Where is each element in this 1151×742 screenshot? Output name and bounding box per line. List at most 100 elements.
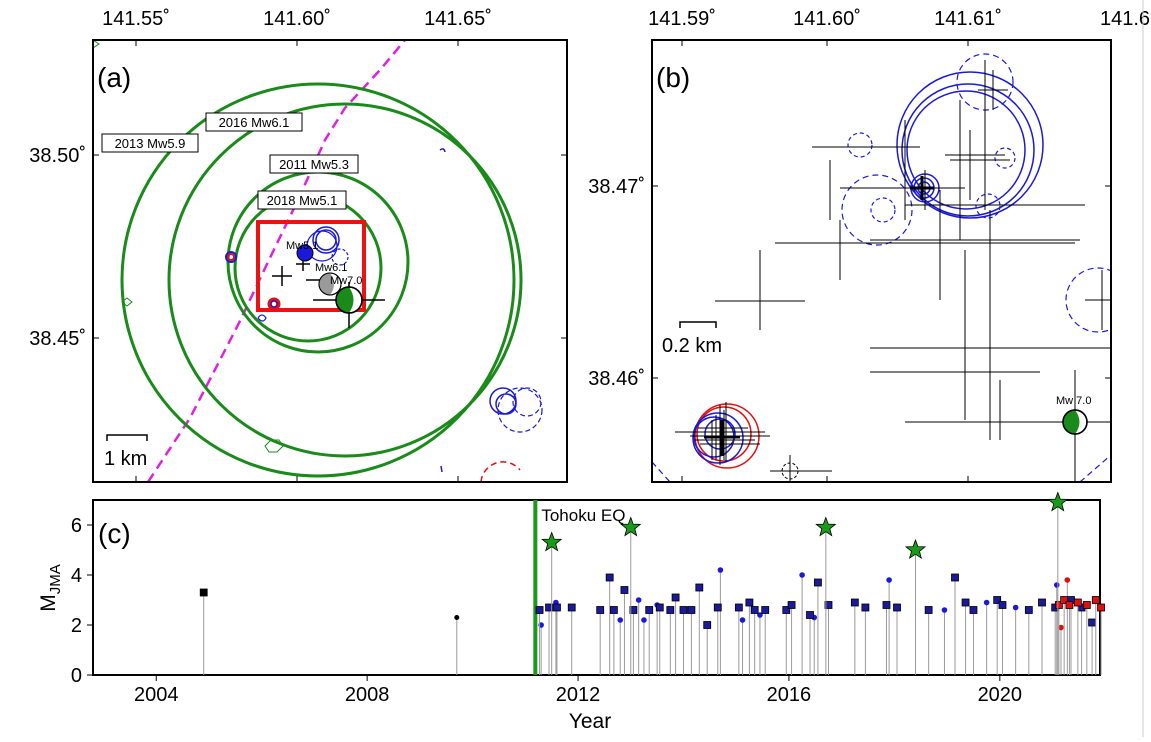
- coast-small: [257, 314, 267, 322]
- c-blue-square-17: [713, 603, 722, 612]
- c-star-3: [904, 538, 927, 560]
- repeater-red-small: [227, 253, 235, 261]
- repeater-east-2: [489, 387, 517, 415]
- c-xtick-label-1: 2008: [345, 684, 390, 706]
- c-blue-square-3: [567, 603, 576, 612]
- panel-a-label: (a): [97, 62, 131, 93]
- c-blue-point-12: [941, 607, 948, 613]
- panel-b-xtick-4: 141.62: [1100, 8, 1151, 30]
- c-star-4: [1047, 491, 1069, 512]
- panel-c: Tohoku EQ 2004 2008 2012 2016 2020 0 2 4 6 (c) Y…: [37, 491, 1105, 733]
- panel-b: 141.59˚ 141.60˚ 141.61˚ 141.62 38.47˚ 38…: [588, 0, 1151, 737]
- c-blue-square-7: [620, 586, 629, 594]
- c-blue-point-3: [635, 597, 642, 603]
- c-blue-square-8: [629, 606, 638, 614]
- c-blue-square-34: [969, 606, 978, 614]
- panel-a: 141.55˚ 141.60˚ 141.65˚ 38.50˚ 38.45˚ (a…: [29, 8, 568, 483]
- b-circle-dash-small: [847, 132, 873, 158]
- b-circle-dash-r: [994, 147, 1016, 169]
- mech-label-mw7-0: Mw7.0: [330, 275, 362, 287]
- repeater-blue-cluster: [312, 226, 340, 254]
- c-blue-square-18: [734, 603, 743, 612]
- panel-c-plot: Tohoku EQ: [199, 491, 1105, 675]
- b-beachball-mw7-0: [1062, 409, 1088, 435]
- c-blue-square-11: [666, 606, 675, 614]
- repeater-blue-cluster-2: [315, 229, 337, 251]
- c-black-point-0: [454, 615, 460, 620]
- mech-label-mw6-1: Mw6.1: [315, 262, 347, 274]
- beachball-mw7-0: [335, 286, 363, 314]
- panel-c-label: (c): [98, 518, 131, 549]
- c-blue-point-6: [717, 567, 724, 573]
- c-star-0: [541, 531, 563, 552]
- island-3: [93, 40, 100, 49]
- c-blue-square-5: [605, 573, 614, 582]
- b-circle-big-2: [901, 83, 1035, 217]
- repeater-east-3: [497, 387, 543, 433]
- b-circle-dash-east: [1065, 267, 1111, 333]
- c-blue-square-26: [824, 601, 833, 609]
- c-blue-square-29: [882, 601, 891, 609]
- c-blue-square-33: [961, 598, 970, 607]
- panel-c-axes: 2004 2008 2012 2016 2020 0 2 4 6: [71, 515, 1022, 706]
- zoom-box: [256, 220, 366, 312]
- c-xtick-label-2: 2012: [556, 684, 601, 706]
- c-blue-square-37: [1024, 606, 1033, 614]
- panel-a-ytick-2: 38.45˚: [29, 328, 86, 350]
- c-blue-square-19: [745, 598, 754, 607]
- mech-label-mw5-1: Mw5.1: [286, 240, 318, 252]
- c-blue-square-36: [998, 601, 1007, 609]
- c-blue-square-23: [787, 601, 796, 609]
- c-blue-square-38: [1038, 598, 1046, 607]
- c-blue-square-14: [687, 606, 696, 614]
- panel-c-ylabel: MJMA: [37, 564, 64, 612]
- beachball-mw5-1: [296, 244, 314, 262]
- c-blue-square-15: [695, 583, 704, 592]
- b-circle-dash-r2: [975, 193, 1001, 219]
- svg-text:2016 Mw6.1: 2016 Mw6.1: [219, 115, 290, 130]
- label-2016: 2016 Mw6.1: [205, 112, 303, 132]
- label-2018: 2018 Mw5.1: [257, 190, 347, 210]
- b-sw-blue-1: [692, 412, 744, 464]
- c-red-square-2: [1065, 601, 1074, 609]
- c-blue-square-20: [750, 606, 759, 614]
- c-blue-square-1: [545, 603, 553, 612]
- label-2013: 2013 Mw5.9: [101, 133, 199, 153]
- c-black-square-0: [199, 588, 208, 597]
- repeater-blue-dashed: [331, 248, 349, 266]
- panel-b-scale-bar: 0.2 km: [662, 321, 722, 357]
- c-blue-square-42: [1088, 618, 1096, 627]
- c-xtick-label-3: 2016: [767, 684, 812, 706]
- c-red-square-0: [1054, 601, 1063, 609]
- c-blue-point-7: [739, 617, 746, 623]
- panel-b-ytick-2: 38.46˚: [588, 368, 645, 390]
- c-blue-point-15: [1053, 582, 1060, 588]
- panel-a-xtick-2: 141.60˚: [263, 8, 331, 30]
- c-blue-square-27: [850, 598, 859, 607]
- c-star-1: [620, 516, 642, 537]
- c-blue-square-9: [645, 606, 654, 614]
- c-red-square-4: [1082, 601, 1091, 609]
- cross-1: [272, 266, 292, 286]
- panel-c-frame: [92, 499, 1101, 676]
- c-blue-square-25: [814, 578, 822, 587]
- panel-a-map-content: [93, 40, 543, 482]
- panel-b-label: (b): [656, 62, 690, 93]
- c-blue-square-12: [671, 593, 680, 602]
- c-blue-point-11: [886, 577, 892, 583]
- c-blue-point-4: [641, 617, 647, 623]
- c-blue-square-4: [596, 606, 605, 614]
- panel-a-ticks: [93, 40, 567, 482]
- svg-text:2013 Mw5.9: 2013 Mw5.9: [115, 136, 186, 151]
- c-blue-square-6: [609, 606, 618, 614]
- c-blue-square-13: [679, 606, 688, 614]
- svg-text:1 km: 1 km: [104, 448, 147, 470]
- panel-b-xtick-1: 141.59˚: [648, 8, 716, 30]
- c-ytick-label-0: 0: [71, 665, 82, 687]
- c-blue-square-30: [893, 603, 901, 612]
- c-red-square-3: [1073, 598, 1082, 607]
- b-dash-edge-1: [652, 461, 671, 482]
- panel-a-frame: [92, 39, 568, 483]
- c-red-square-5: [1091, 596, 1100, 604]
